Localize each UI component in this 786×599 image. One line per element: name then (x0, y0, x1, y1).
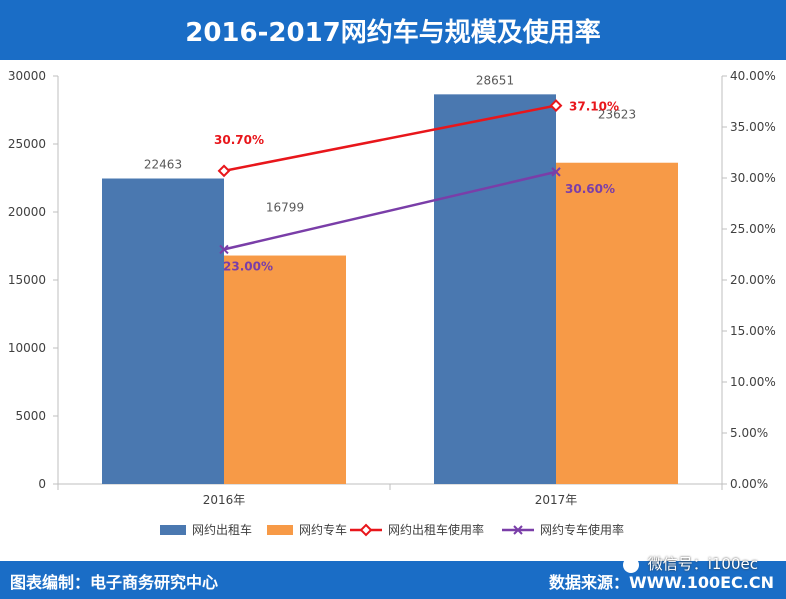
y-right-tick-label: 40.00% (730, 69, 776, 83)
x-tick-label: 2017年 (535, 493, 578, 507)
y-left-tick-label: 25000 (8, 137, 46, 151)
y-left-tick-label: 5000 (15, 409, 46, 423)
legend-marker-diamond (359, 523, 373, 537)
legend-swatch (267, 525, 293, 535)
footer-bar: 图表编制：电子商务研究中心 数据来源：WWW.100EC.CN (0, 561, 786, 599)
y-left-tick-label: 20000 (8, 205, 46, 219)
bar-value-label: 16799 (266, 201, 304, 215)
combo-chart: 0 5000 10000 15000 20000 25000 30000 0.00% 5.00%… (8, 69, 776, 537)
footer-credit: 图表编制：电子商务研究中心 (10, 573, 219, 592)
line-marker-x (219, 244, 229, 255)
line-marker-x (551, 167, 561, 177)
legend-label: 网约出租车 (192, 522, 252, 537)
line-marker-diamond (549, 99, 563, 112)
y-right-tick-label: 5.00% (730, 426, 768, 440)
footer-source: 数据来源：WWW.100EC.CN (548, 573, 774, 592)
y-right-tick-label: 35.00% (730, 120, 776, 134)
wechat-icon (622, 556, 639, 573)
title-bar: 2016-2017网约车与规模及使用率 (0, 0, 786, 60)
legend-label: 网约专车使用率 (540, 522, 624, 537)
y-left-tick-label: 0 (38, 477, 46, 491)
y-left-tick-label: 15000 (8, 273, 46, 287)
line-marker-diamond (217, 164, 231, 178)
y-right-tick-label: 15.00% (730, 324, 776, 338)
bar-private (556, 162, 678, 484)
legend-marker-x (513, 525, 523, 535)
bar-taxi (102, 178, 224, 484)
chart-title: 2016-2017网约车与规模及使用率 (185, 17, 601, 48)
y-right-tick-label: 20.00% (730, 273, 776, 287)
legend-swatch (160, 525, 186, 535)
line-value-label: 37.10% (569, 100, 619, 114)
line-taxi-rate (223, 104, 557, 173)
line-private-rate (223, 170, 557, 251)
line-value-label: 30.60% (565, 182, 615, 196)
bar-value-label: 23623 (598, 108, 636, 122)
y-right-tick-label: 30.00% (730, 171, 776, 185)
chart-area: 0 5000 10000 15000 20000 25000 30000 0.00% 5.00%… (0, 60, 786, 560)
bar-value-label: 28651 (476, 73, 514, 87)
line-value-label: 23.00% (223, 259, 273, 273)
y-left-tick-label: 10000 (8, 341, 46, 355)
watermark: 微信号：i100ec (622, 553, 758, 574)
y-left-tick-label: 30000 (8, 69, 46, 83)
y-right-tick-label: 10.00% (730, 375, 776, 389)
legend-label: 网约出租车使用率 (388, 522, 484, 537)
watermark-text: 微信号：i100ec (647, 555, 758, 573)
x-tick-label: 2016年 (203, 493, 246, 507)
y-right-tick-label: 0.00% (730, 477, 768, 491)
bar-value-label: 22463 (144, 158, 182, 172)
bar-taxi (434, 94, 556, 484)
bar-private (224, 255, 346, 484)
line-value-label: 30.70% (214, 133, 264, 147)
y-right-tick-label: 25.00% (730, 222, 776, 236)
legend-label: 网约专车 (299, 522, 347, 537)
